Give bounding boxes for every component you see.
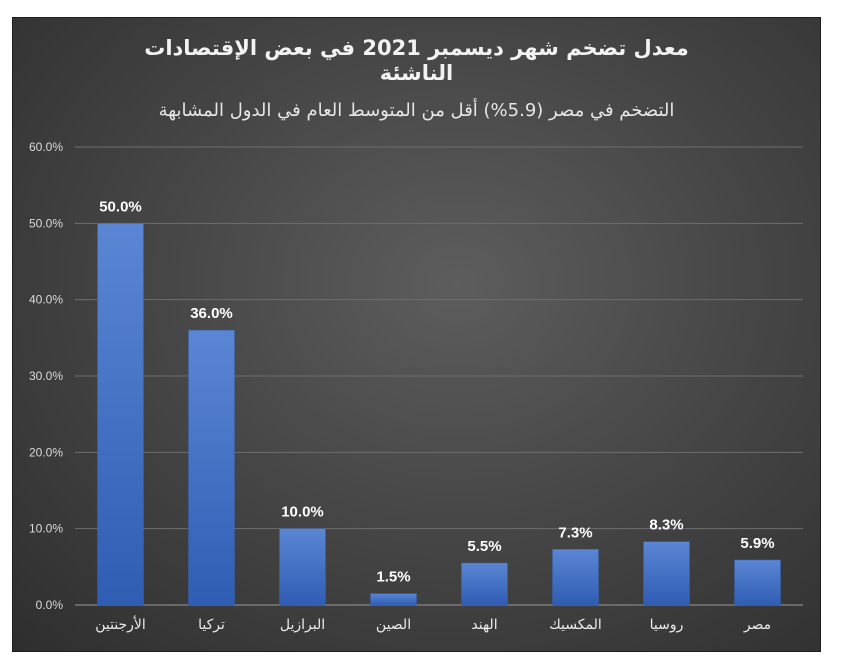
data-label: 5.9% <box>740 535 774 552</box>
chart-area: معدل تضخم شهر ديسمبر 2021 في بعض الإقتصا… <box>12 17 821 652</box>
x-category-label: تركيا <box>198 617 225 633</box>
x-category-label: المكسيك <box>549 617 602 633</box>
y-tick-label: 10.0% <box>29 522 63 536</box>
data-label: 10.0% <box>281 504 324 521</box>
chart-subtitle: التضخم في مصر (5.9%) أقل من المتوسط العا… <box>158 100 675 121</box>
bar <box>97 223 144 606</box>
data-label: 1.5% <box>376 569 410 586</box>
bar <box>552 549 599 606</box>
x-category-label: مصر <box>743 617 771 633</box>
data-label: 7.3% <box>558 524 592 541</box>
data-label: 5.5% <box>467 538 501 555</box>
y-tick-label: 20.0% <box>29 445 63 459</box>
bar <box>279 528 326 606</box>
chart-title: معدل تضخم شهر ديسمبر 2021 في بعض الإقتصا… <box>13 36 820 86</box>
chart-title-line-2: الناشئة <box>379 61 454 85</box>
y-tick-label: 0.0% <box>36 598 64 612</box>
data-label: 36.0% <box>190 305 233 322</box>
x-category-label: روسيا <box>650 617 684 633</box>
data-label: 8.3% <box>649 517 683 534</box>
y-tick-label: 40.0% <box>29 293 63 307</box>
bar <box>643 541 690 606</box>
bar <box>370 593 417 606</box>
y-tick-label: 50.0% <box>29 216 63 230</box>
x-category-label: الصين <box>376 617 411 633</box>
data-label: 50.0% <box>99 198 142 215</box>
y-tick-label: 60.0% <box>29 140 63 154</box>
x-category-label: البرازيل <box>280 617 325 633</box>
y-tick-label: 30.0% <box>29 369 63 383</box>
x-category-label: الأرجنتين <box>95 615 146 633</box>
bar <box>188 329 235 606</box>
bar <box>461 562 508 606</box>
bar <box>734 559 781 606</box>
chart-title-line-1: معدل تضخم شهر ديسمبر 2021 في بعض الإقتصا… <box>144 36 689 60</box>
bar-plot: 0.0% 10.0% 20.0% 30.0% 40.0% 50.0% 60.0% 50.0% ا… <box>29 140 803 633</box>
x-category-label: الهند <box>471 617 497 633</box>
